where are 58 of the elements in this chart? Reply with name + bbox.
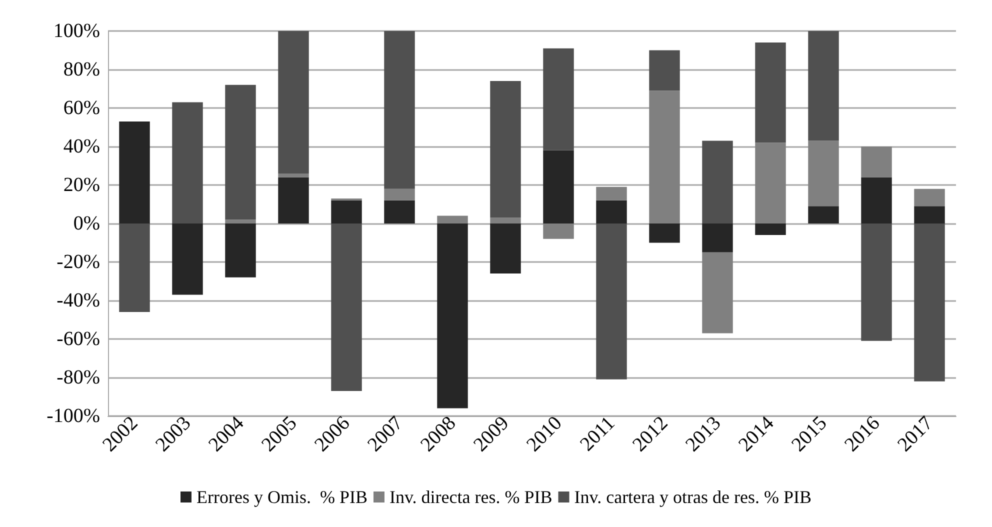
bar bbox=[649, 224, 680, 243]
bar bbox=[861, 224, 892, 341]
bar bbox=[649, 90, 680, 224]
bar bbox=[596, 186, 627, 200]
bar bbox=[437, 216, 468, 224]
bar bbox=[808, 140, 839, 206]
bar bbox=[225, 220, 256, 224]
bar bbox=[225, 224, 256, 278]
bar bbox=[702, 140, 733, 224]
bar bbox=[702, 224, 733, 252]
bar bbox=[861, 177, 892, 224]
bar bbox=[331, 224, 362, 391]
legend-label: Errores y Omis. % PIB bbox=[196, 487, 368, 507]
bar bbox=[172, 224, 203, 295]
bar bbox=[543, 224, 574, 239]
bar bbox=[331, 200, 362, 224]
bar bbox=[649, 50, 680, 91]
bar bbox=[596, 224, 627, 380]
y-tick-label: 60% bbox=[63, 97, 100, 119]
bar bbox=[490, 224, 521, 274]
bar bbox=[437, 224, 468, 408]
bar bbox=[172, 102, 203, 224]
bar bbox=[384, 200, 415, 224]
bar bbox=[543, 150, 574, 224]
legend-label: Inv. cartera y otras de res. % PIB bbox=[574, 487, 812, 507]
bar bbox=[119, 121, 150, 224]
bar bbox=[914, 206, 945, 224]
bar bbox=[808, 206, 839, 224]
y-tick-label: -40% bbox=[56, 290, 100, 312]
bar bbox=[702, 252, 733, 334]
bar bbox=[490, 218, 521, 224]
bar bbox=[278, 31, 309, 174]
y-tick-label: -20% bbox=[56, 251, 100, 273]
y-tick-label: 0% bbox=[73, 212, 100, 234]
bar bbox=[278, 177, 309, 224]
bar bbox=[861, 146, 892, 178]
y-tick-label: -80% bbox=[56, 366, 100, 388]
legend-label: Inv. directa res. % PIB bbox=[389, 487, 552, 507]
bar bbox=[490, 81, 521, 218]
y-tick-label: 100% bbox=[53, 20, 100, 42]
bar bbox=[278, 173, 309, 178]
y-tick-label: -60% bbox=[56, 328, 100, 350]
bar bbox=[225, 84, 256, 220]
y-tick-label: -100% bbox=[46, 405, 100, 427]
bar bbox=[596, 200, 627, 224]
bar bbox=[755, 224, 786, 236]
y-tick-label: 40% bbox=[63, 136, 100, 158]
bar bbox=[119, 224, 150, 312]
bar bbox=[755, 142, 786, 224]
bar bbox=[914, 188, 945, 206]
y-tick-label: 20% bbox=[63, 174, 100, 196]
bar bbox=[384, 188, 415, 200]
bar bbox=[543, 48, 574, 150]
bar bbox=[755, 42, 786, 143]
y-tick-label: 80% bbox=[63, 58, 100, 80]
bar bbox=[384, 31, 415, 189]
bar bbox=[808, 31, 839, 141]
bar bbox=[914, 224, 945, 382]
